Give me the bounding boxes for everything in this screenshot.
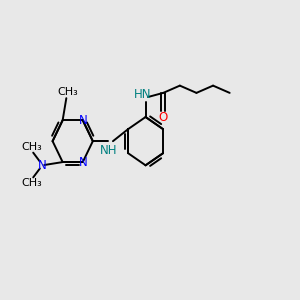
Text: CH₃: CH₃ — [21, 178, 42, 188]
Text: CH₃: CH₃ — [21, 142, 42, 152]
Text: O: O — [159, 111, 168, 124]
Text: CH₃: CH₃ — [57, 87, 78, 97]
Text: N: N — [78, 156, 87, 169]
Text: N: N — [38, 158, 46, 172]
Text: NH: NH — [100, 144, 118, 157]
Text: N: N — [78, 114, 87, 127]
Text: HN: HN — [134, 88, 152, 100]
